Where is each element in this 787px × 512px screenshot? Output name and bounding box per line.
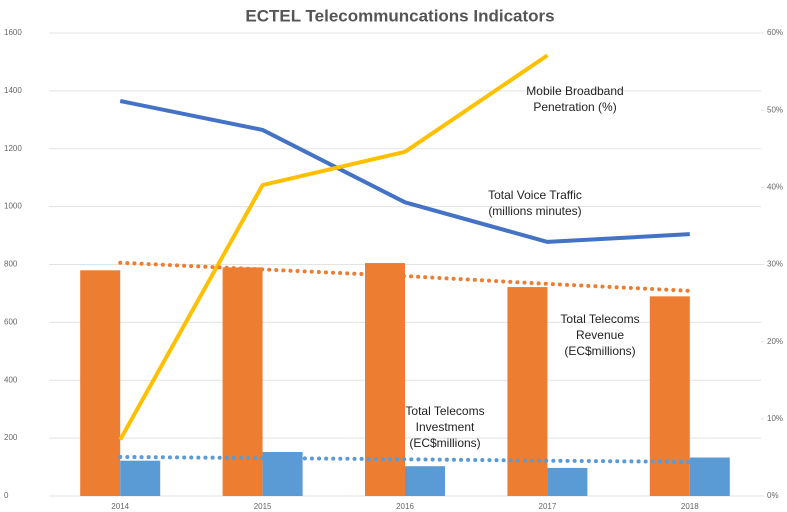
bar xyxy=(80,270,121,496)
bar xyxy=(222,267,263,496)
y-tick-label: 0 xyxy=(4,491,9,500)
annotation: Penetration (%) xyxy=(533,100,616,114)
bar xyxy=(649,296,690,496)
y2-tick-label: 30% xyxy=(767,260,783,269)
y-tick-label: 400 xyxy=(4,375,18,384)
trend-line xyxy=(118,260,692,293)
y-tick-label: 800 xyxy=(4,260,18,269)
annotation: Investment xyxy=(416,420,475,434)
x-tick-label: 2015 xyxy=(254,502,272,511)
x-tick-label: 2017 xyxy=(539,502,557,511)
annotation: (EC$millions) xyxy=(564,344,635,358)
y2-tick-label: 20% xyxy=(767,337,783,346)
annotation: Total Voice Traffic xyxy=(488,188,582,202)
y-tick-label: 200 xyxy=(4,433,18,442)
x-tick-label: 2018 xyxy=(681,502,699,511)
y-tick-label: 1400 xyxy=(4,86,22,95)
annotation: Revenue xyxy=(576,328,624,342)
y-tick-label: 600 xyxy=(4,317,18,326)
y-tick-label: 1600 xyxy=(4,28,22,37)
y2-tick-label: 10% xyxy=(767,414,783,423)
trend-line xyxy=(118,454,692,464)
annotation: Total Telecoms xyxy=(405,404,484,418)
annotation: Mobile Broadband xyxy=(526,84,623,98)
x-tick-label: 2014 xyxy=(111,502,129,511)
line xyxy=(119,99,690,244)
bar xyxy=(120,460,161,496)
annotation: (EC$millions) xyxy=(409,436,480,450)
y-tick-label: 1200 xyxy=(4,144,22,153)
x-tick-label: 2016 xyxy=(396,502,414,511)
y2-tick-label: 0% xyxy=(767,491,779,500)
bar xyxy=(507,287,548,496)
bar xyxy=(405,466,445,496)
y2-tick-label: 60% xyxy=(767,28,783,37)
y2-tick-label: 50% xyxy=(767,105,783,114)
bar xyxy=(365,263,405,496)
annotation: (millions minutes) xyxy=(488,204,581,218)
annotation: Total Telecoms xyxy=(560,312,639,326)
bar xyxy=(547,467,588,496)
y2-tick-label: 40% xyxy=(767,182,783,191)
line xyxy=(118,53,549,441)
bar xyxy=(689,457,730,496)
y-tick-label: 1000 xyxy=(4,202,22,211)
chart-title: ECTEL Telecommuncations Indicators xyxy=(245,6,554,25)
